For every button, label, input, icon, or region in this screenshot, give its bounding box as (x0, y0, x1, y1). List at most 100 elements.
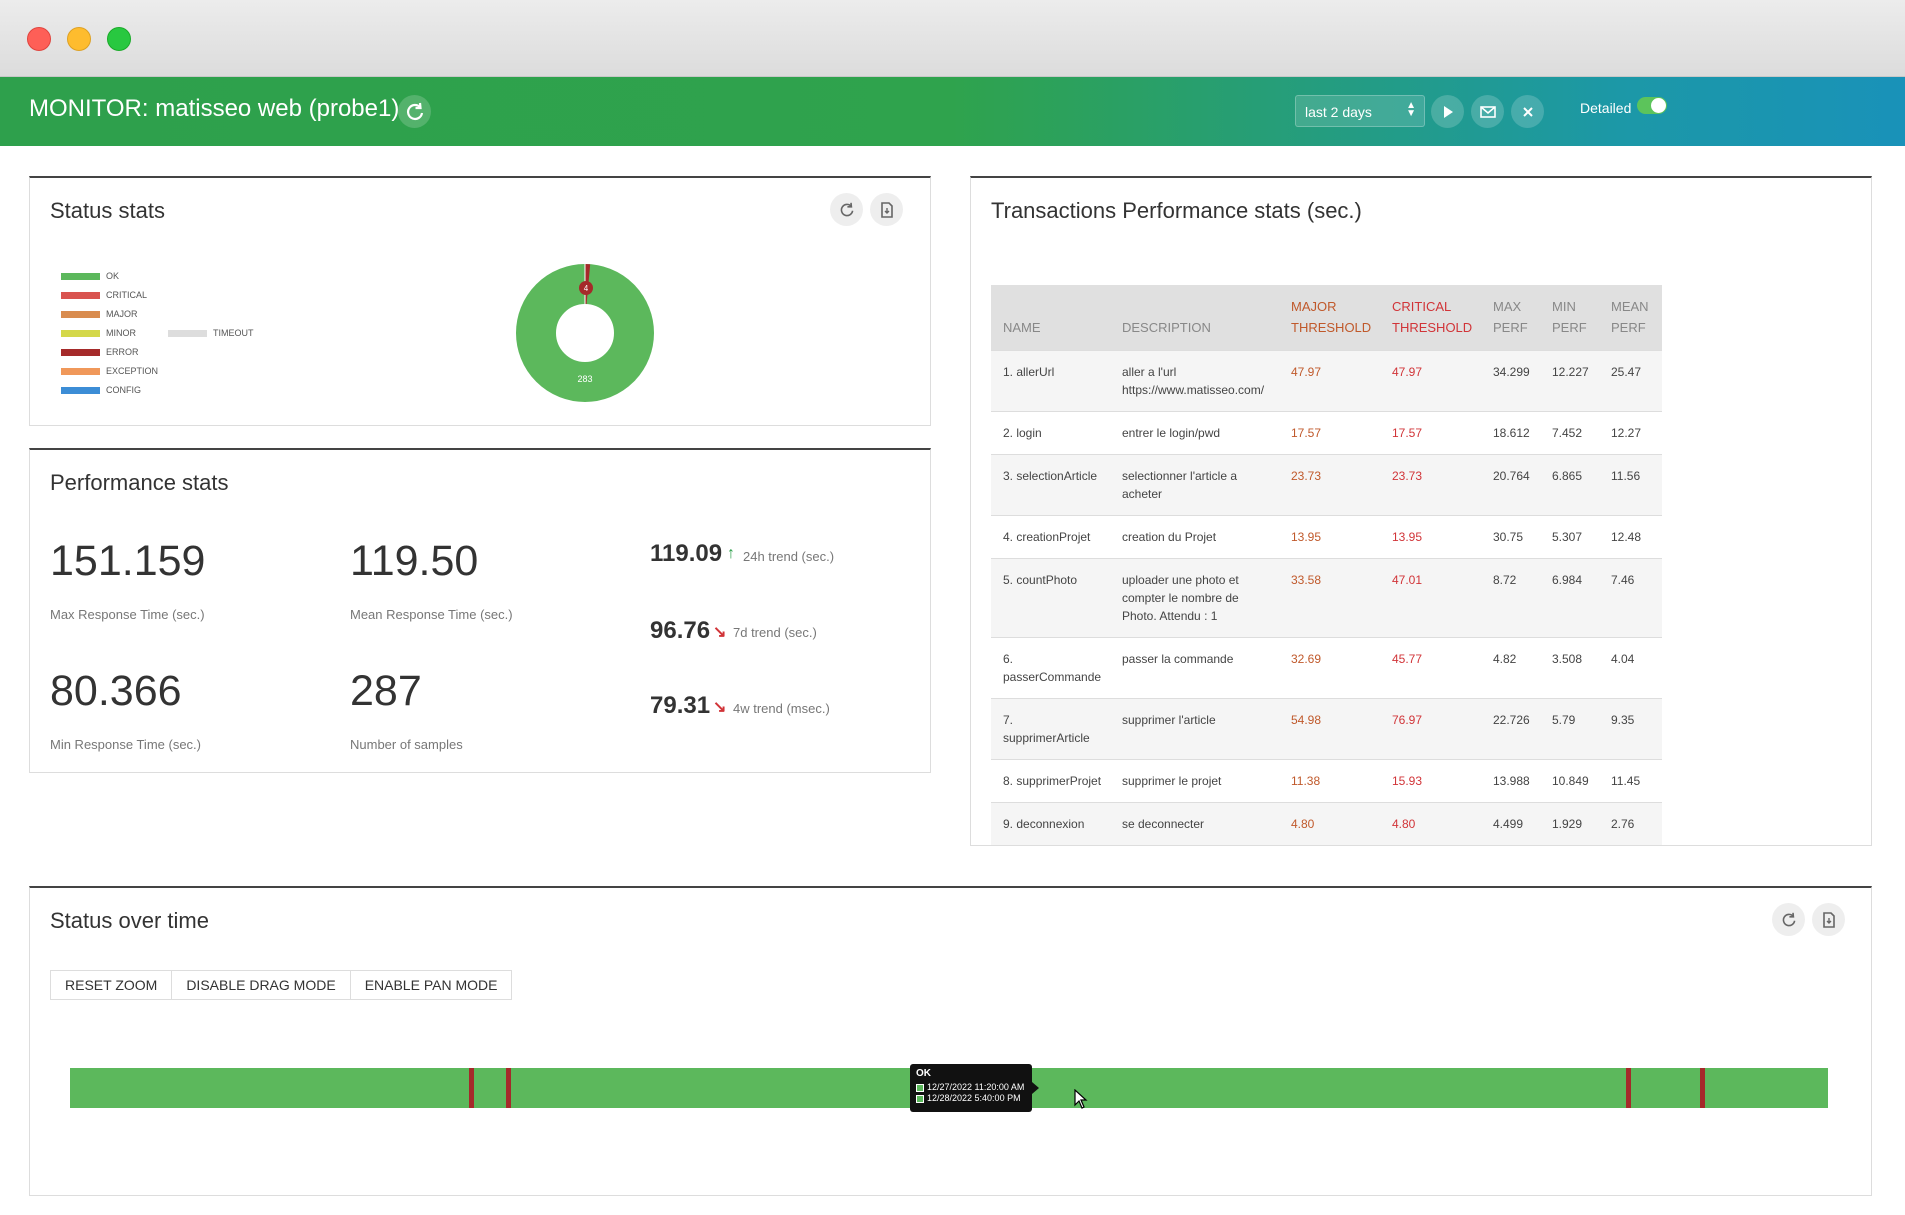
column-header-description[interactable]: DESCRIPTION (1110, 285, 1279, 350)
table-row: 3. selectionArticle selectionner l'artic… (991, 453, 1662, 515)
cell-mean-perf: 9.35 (1599, 697, 1662, 759)
min-response-value: 80.366 (50, 667, 182, 715)
tooltip-start: 12/27/2022 11:20:00 AM (916, 1082, 1026, 1093)
cell-mean-perf: 11.45 (1599, 758, 1662, 802)
transactions-title: Transactions Performance stats (sec.) (991, 198, 1362, 223)
table-row: 2. login entrer le login/pwd 17.57 17.57… (991, 410, 1662, 454)
cell-description: uploader une photo et compter le nombre … (1110, 557, 1279, 637)
cell-min-perf: 3.508 (1540, 636, 1599, 698)
maximize-window-button[interactable] (107, 27, 131, 51)
timeline-critical-marker[interactable] (1626, 1068, 1631, 1108)
trend-7d-value: 96.76 (650, 617, 711, 644)
cell-min-perf: 6.865 (1540, 453, 1599, 515)
close-monitor-button[interactable] (1511, 95, 1544, 128)
status-donut-chart: 4 283 (516, 264, 654, 402)
cell-major-threshold: 23.73 (1279, 453, 1380, 515)
timeline-critical-marker[interactable] (1700, 1068, 1705, 1108)
status-over-time-export-button[interactable] (1812, 903, 1845, 936)
detailed-toggle[interactable] (1637, 97, 1667, 114)
legend-item-exception: EXCEPTION (61, 366, 158, 376)
time-range-value: last 2 days (1305, 104, 1372, 120)
close-window-button[interactable] (27, 27, 51, 51)
cell-critical-threshold: 23.73 (1380, 453, 1481, 515)
tooltip-status: OK (916, 1068, 931, 1079)
cell-mean-perf: 12.48 (1599, 514, 1662, 558)
page-title: MONITOR: matisseo web (probe1) (29, 95, 400, 122)
cell-name: 8. supprimerProjet (991, 758, 1110, 802)
transactions-table: NAME DESCRIPTION MAJOR THRESHOLD CRITICAL… (991, 285, 1662, 845)
cell-mean-perf: 2.76 (1599, 801, 1662, 845)
enable-pan-mode-button[interactable]: ENABLE PAN MODE (349, 970, 513, 1000)
envelope-icon (1479, 105, 1496, 118)
cell-max-perf: 18.612 (1481, 410, 1540, 454)
file-export-icon (880, 201, 893, 218)
sample-count-value: 287 (350, 667, 422, 715)
status-stats-export-button[interactable] (870, 193, 903, 226)
column-header-mean-perf[interactable]: MEAN PERF (1599, 285, 1662, 350)
cell-critical-threshold: 76.97 (1380, 697, 1481, 759)
cell-mean-perf: 25.47 (1599, 349, 1662, 411)
app-header: MONITOR: matisseo web (probe1) last 2 da… (0, 77, 1905, 146)
cell-critical-threshold: 17.57 (1380, 410, 1481, 454)
zoom-button-group: RESET ZOOM DISABLE DRAG MODE ENABLE PAN … (50, 970, 513, 1000)
mean-response-label: Mean Response Time (sec.) (350, 607, 513, 622)
table-row: 6. passerCommande passer la commande 32.… (991, 636, 1662, 698)
cell-critical-threshold: 15.93 (1380, 758, 1481, 802)
cell-critical-threshold: 47.97 (1380, 349, 1481, 411)
close-icon (1522, 106, 1533, 117)
cell-min-perf: 10.849 (1540, 758, 1599, 802)
cell-name: 5. countPhoto (991, 557, 1110, 637)
legend-swatch (168, 329, 207, 337)
cell-critical-threshold: 4.80 (1380, 801, 1481, 845)
status-over-time-refresh-button[interactable] (1772, 903, 1805, 936)
legend-swatch (61, 272, 100, 280)
max-response-label: Max Response Time (sec.) (50, 607, 205, 622)
status-stats-refresh-button[interactable] (830, 193, 863, 226)
refresh-monitor-button[interactable] (398, 95, 431, 128)
cell-max-perf: 30.75 (1481, 514, 1540, 558)
cell-critical-threshold: 47.01 (1380, 557, 1481, 637)
mean-response-value: 119.50 (350, 537, 479, 585)
cell-max-perf: 4.499 (1481, 801, 1540, 845)
sample-count-label: Number of samples (350, 737, 463, 752)
legend-item-minor: MINOR (61, 328, 136, 338)
legend-item-critical: CRITICAL (61, 290, 147, 300)
email-button[interactable] (1471, 95, 1504, 128)
column-header-name[interactable]: NAME (991, 285, 1110, 350)
max-response-value: 151.159 (50, 537, 206, 585)
select-caret-icon: ▲ ▼ (1406, 100, 1416, 119)
timeline-critical-marker[interactable] (506, 1068, 511, 1108)
column-header-major-threshold[interactable]: MAJOR THRESHOLD (1279, 285, 1380, 350)
legend-item-error: ERROR (61, 347, 139, 357)
cell-description: supprimer l'article (1110, 697, 1279, 759)
trend-24h-label: 24h trend (sec.) (743, 549, 835, 564)
trend-down-icon: ↘ (713, 624, 727, 641)
legend-swatch (61, 386, 100, 394)
column-header-critical-threshold[interactable]: CRITICAL THRESHOLD (1380, 285, 1481, 350)
column-header-max-perf[interactable]: MAX PERF (1481, 285, 1540, 350)
timeline-critical-marker[interactable] (469, 1068, 474, 1108)
time-range-select[interactable]: last 2 days ▲ ▼ (1295, 95, 1425, 127)
cell-name: 6. passerCommande (991, 636, 1110, 698)
disable-drag-mode-button[interactable]: DISABLE DRAG MODE (171, 970, 351, 1000)
minimize-window-button[interactable] (67, 27, 91, 51)
tooltip-end: 12/28/2022 5:40:00 PM (916, 1093, 1026, 1104)
table-row: 9. deconnexion se deconnecter 4.80 4.80 … (991, 801, 1662, 845)
cell-min-perf: 12.227 (1540, 349, 1599, 411)
min-response-label: Min Response Time (sec.) (50, 737, 201, 752)
donut-critical-count: 4 (584, 284, 589, 293)
cell-description: creation du Projet (1110, 514, 1279, 558)
cell-description: entrer le login/pwd (1110, 410, 1279, 454)
cell-max-perf: 4.82 (1481, 636, 1540, 698)
status-over-time-title: Status over time (50, 908, 209, 933)
cell-max-perf: 22.726 (1481, 697, 1540, 759)
reset-zoom-button[interactable]: RESET ZOOM (50, 970, 173, 1000)
play-button[interactable] (1431, 95, 1464, 128)
legend-item-config: CONFIG (61, 385, 141, 395)
legend-swatch (61, 291, 100, 299)
trend-24h-value: 119.09 (650, 540, 723, 567)
play-icon (1443, 105, 1453, 118)
legend-item-ok: OK (61, 271, 119, 281)
cell-max-perf: 13.988 (1481, 758, 1540, 802)
column-header-min-perf[interactable]: MIN PERF (1540, 285, 1599, 350)
